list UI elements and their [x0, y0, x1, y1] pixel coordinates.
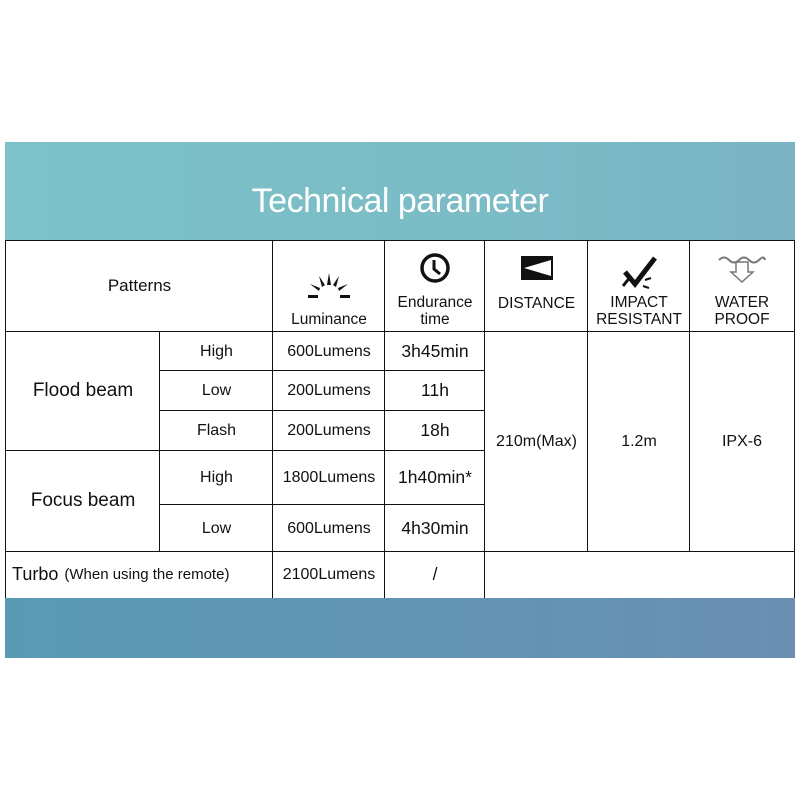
turbo-label: Turbo (When using the remote) — [5, 551, 274, 599]
luminance-label: Luminance — [291, 310, 367, 328]
water-label-2: PROOF — [714, 310, 770, 328]
waterproof-value: IPX-6 — [689, 331, 795, 553]
flood-high-time: 3h45min — [384, 331, 486, 372]
bottom-banner — [5, 598, 795, 658]
turbo-time: / — [384, 551, 486, 599]
header-luminance: Luminance — [272, 240, 386, 333]
water-drop-arrow-icon — [718, 256, 766, 283]
sun-rays-icon — [308, 272, 350, 298]
focus-high-mode: High — [159, 450, 274, 506]
header-endurance: Endurance time — [384, 240, 486, 333]
impact-value: 1.2m — [587, 331, 691, 553]
focus-beam-label: Focus beam — [5, 450, 161, 553]
title-banner: Technical parameter — [5, 142, 795, 240]
water-label-1: WATER — [714, 293, 770, 311]
flood-beam-label: Flood beam — [5, 331, 161, 452]
endurance-label-2: time — [420, 310, 450, 328]
flood-high-mode: High — [159, 331, 274, 372]
turbo-name: Turbo — [12, 564, 59, 585]
flood-low-time: 11h — [384, 370, 486, 412]
impact-check-icon — [621, 256, 657, 289]
endurance-label-1: Endurance — [397, 293, 473, 311]
focus-high-time: 1h40min* — [384, 450, 486, 506]
distance-value: 210m(Max) — [484, 331, 589, 553]
header-waterproof: WATER PROOF — [689, 240, 795, 333]
turbo-empty-cell — [484, 551, 795, 599]
header-distance: DISTANCE — [484, 240, 589, 333]
flood-flash-time: 18h — [384, 410, 486, 452]
flood-low-lumens: 200Lumens — [272, 370, 386, 412]
focus-low-time: 4h30min — [384, 504, 486, 553]
page-title: Technical parameter — [251, 182, 549, 220]
impact-label-2: RESISTANT — [596, 310, 682, 328]
flood-flash-lumens: 200Lumens — [272, 410, 386, 452]
header-patterns: Patterns — [5, 240, 274, 333]
flood-flash-mode: Flash — [159, 410, 274, 452]
turbo-lumens: 2100Lumens — [272, 551, 386, 599]
distance-beam-icon — [520, 256, 553, 280]
impact-label-1: IMPACT — [610, 293, 668, 311]
focus-low-mode: Low — [159, 504, 274, 553]
turbo-note: (When using the remote) — [64, 565, 230, 583]
distance-label: DISTANCE — [497, 295, 576, 312]
flood-high-lumens: 600Lumens — [272, 331, 386, 372]
focus-high-lumens: 1800Lumens — [272, 450, 386, 506]
header-impact: IMPACT RESISTANT — [587, 240, 691, 333]
flood-low-mode: Low — [159, 370, 274, 412]
focus-low-lumens: 600Lumens — [272, 504, 386, 553]
clock-icon — [420, 253, 450, 283]
